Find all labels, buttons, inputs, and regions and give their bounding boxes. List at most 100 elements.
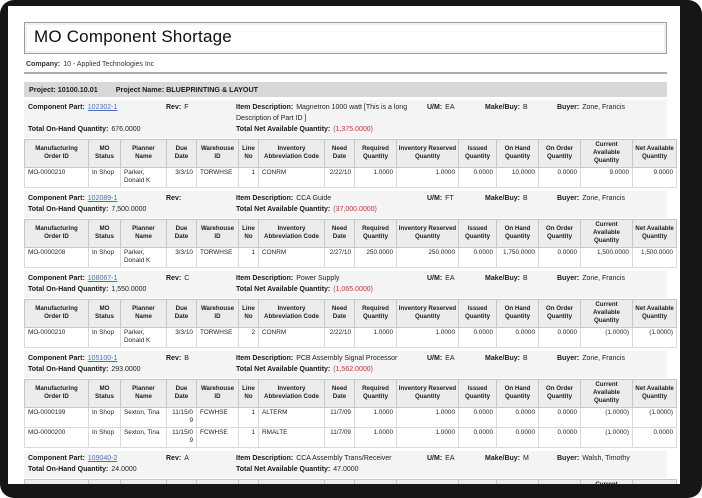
table-cell: FCWHSE: [196, 407, 239, 428]
table-cell: 1.0000: [354, 407, 397, 428]
component-part-link[interactable]: 108067-1: [87, 275, 118, 282]
total-net-available-group: Total Net Available Quantity: 47.0000: [236, 464, 663, 475]
section-header-line2: Total On-Hand Quantity: 293.0000 Total Ne…: [28, 364, 663, 375]
make-buy-label: Make/Buy:: [485, 104, 521, 111]
table-cell: 0.0000: [538, 427, 581, 448]
table-cell: (1.0000): [580, 427, 633, 448]
item-description-group: Item Description: CCA Assembly Trans/Rece…: [236, 453, 427, 464]
item-description-label: Item Description:: [236, 275, 294, 282]
table-row: MO-0000199 In Shop Sexton, Tina 11/15/09 FCW…: [24, 407, 677, 428]
table-cell: ALTERM: [258, 407, 325, 428]
item-description-value: PCB Assembly Signal Processor: [296, 355, 398, 362]
table-cell: Parker, Donald K: [120, 327, 167, 348]
table-cell: 2/27/10: [324, 247, 355, 268]
table-cell: FCWHSE: [196, 427, 239, 448]
component-part-group: Component Part: 102089-1: [28, 193, 166, 204]
rev-label: Rev:: [166, 275, 182, 282]
make-buy-group: Make/Buy: B: [485, 353, 557, 364]
table-cell: CONRM: [258, 327, 325, 348]
uom-label: U/M:: [427, 355, 443, 362]
table-cell: MO-0000199: [24, 407, 89, 428]
uom-group: U/M: EA: [427, 353, 485, 364]
company-label: Company:: [26, 61, 61, 68]
table-cell: CONRM: [258, 167, 325, 188]
table-cell: In Shop: [88, 407, 121, 428]
table-cell: 9.0000: [580, 167, 633, 188]
make-buy-label: Make/Buy:: [485, 275, 521, 282]
total-on-hand-group: Total On-Hand Quantity: 24.0000: [28, 464, 236, 475]
total-on-hand-label: Total On-Hand Quantity:: [28, 126, 109, 133]
project-name-label: Project Name:: [115, 85, 165, 94]
component-part-link[interactable]: 102302-1: [87, 104, 118, 111]
table-cell: (1.0000): [580, 327, 633, 348]
make-buy-group: Make/Buy: B: [485, 273, 557, 284]
table-cell: (1.0000): [632, 407, 677, 428]
buyer-group: Buyer: Zone, Francis: [557, 102, 663, 124]
rev-label: Rev:: [166, 355, 182, 362]
rev-group: Rev:: [166, 193, 236, 204]
buyer-value: Zone, Francis: [582, 275, 625, 282]
component-part-link[interactable]: 105100-1: [87, 355, 118, 362]
total-on-hand-group: Total On-Hand Quantity: 293.0000: [28, 364, 236, 375]
component-section: Component Part: 109040-2 Rev: A Item Descr…: [24, 451, 677, 484]
component-part-link[interactable]: 102089-1: [87, 195, 118, 202]
rev-group: Rev: B: [166, 353, 236, 364]
table-cell: MO-0000208: [24, 247, 89, 268]
make-buy-group: Make/Buy: M: [485, 453, 557, 464]
total-net-available-value: (37,000.0000): [333, 206, 377, 213]
total-on-hand-value: 293.0000: [111, 366, 141, 373]
section-header: Component Part: 102089-1 Rev: Item Descri…: [24, 191, 667, 218]
table-cell: TORWHSE: [196, 327, 239, 348]
item-description-value: CCA Assembly Trans/Receiver: [296, 455, 392, 462]
table-cell: 250.0000: [396, 247, 459, 268]
table-cell: 2/22/10: [324, 167, 355, 188]
total-on-hand-label: Total On-Hand Quantity:: [28, 286, 109, 293]
make-buy-label: Make/Buy:: [485, 355, 521, 362]
section-header-line1: Component Part: 108067-1 Rev: C Item Descr…: [28, 273, 663, 284]
total-on-hand-group: Total On-Hand Quantity: 7,500.0000: [28, 204, 236, 215]
report-title-box: MO Component Shortage: [24, 22, 667, 54]
item-description-label: Item Description:: [236, 104, 294, 111]
table-cell: 1: [238, 247, 259, 268]
table-cell: 3/3/10: [166, 167, 197, 188]
component-part-label: Component Part:: [28, 455, 85, 462]
component-part-link[interactable]: 109040-2: [87, 455, 118, 462]
buyer-label: Buyer:: [557, 195, 580, 202]
component-part-label: Component Part:: [28, 355, 85, 362]
section-header: Component Part: 109040-2 Rev: A Item Descr…: [24, 451, 667, 478]
buyer-label: Buyer:: [557, 455, 580, 462]
table-cell: 0.0000: [458, 407, 497, 428]
